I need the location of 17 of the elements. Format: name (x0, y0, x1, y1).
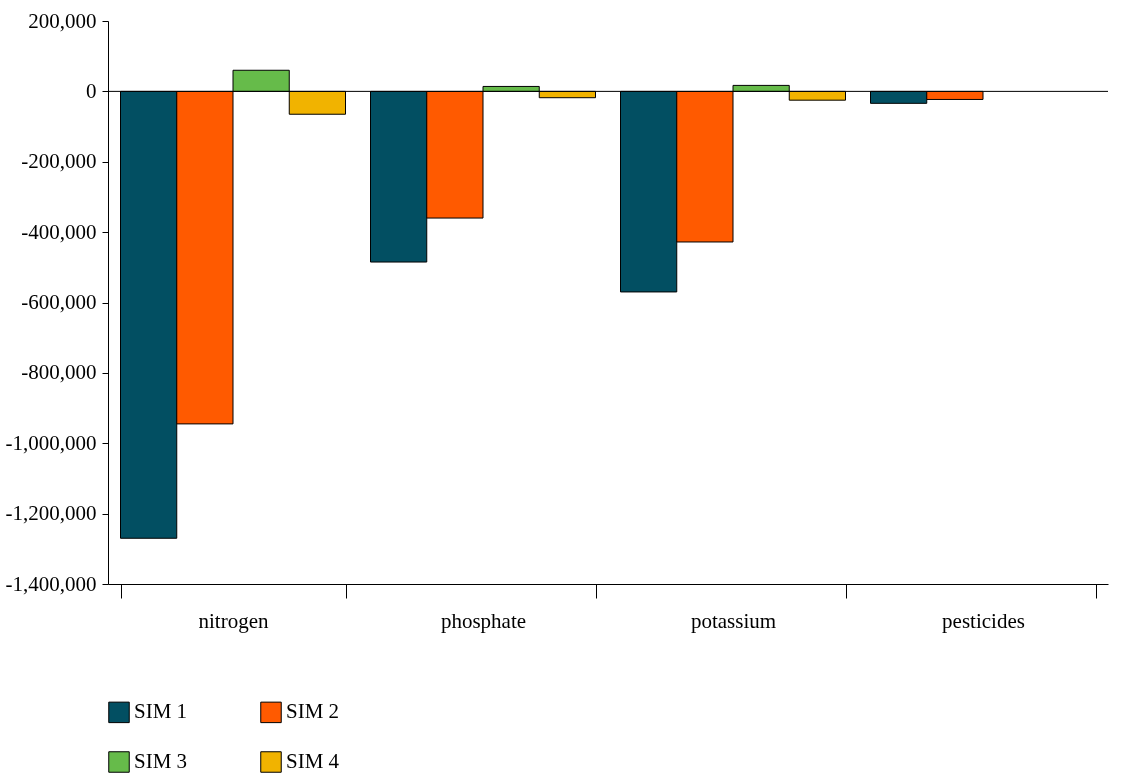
y-tick-label: -1,400,000 (5, 571, 97, 596)
x-tick-label: potassium (690, 608, 777, 633)
y-tick-label: -800,000 (21, 360, 97, 385)
x-tick-label: pesticides (942, 608, 1025, 633)
y-tick-label: -200,000 (21, 149, 97, 174)
y-tick-label: -1,000,000 (5, 430, 97, 455)
y-tick-label: 0 (86, 78, 97, 103)
x-tick-label: nitrogen (198, 608, 269, 633)
legend-label: SIM 3 (134, 749, 188, 773)
legend-label: SIM 2 (286, 699, 340, 724)
y-tick-label: -400,000 (21, 219, 97, 244)
x-tick-label: phosphate (440, 608, 527, 633)
y-tick-label: 200,000 (28, 8, 97, 33)
legend-label: SIM 4 (286, 749, 340, 773)
legend-label: SIM 1 (134, 699, 188, 724)
y-tick-label: -1,200,000 (5, 501, 97, 526)
y-tick-label: -600,000 (21, 290, 97, 314)
